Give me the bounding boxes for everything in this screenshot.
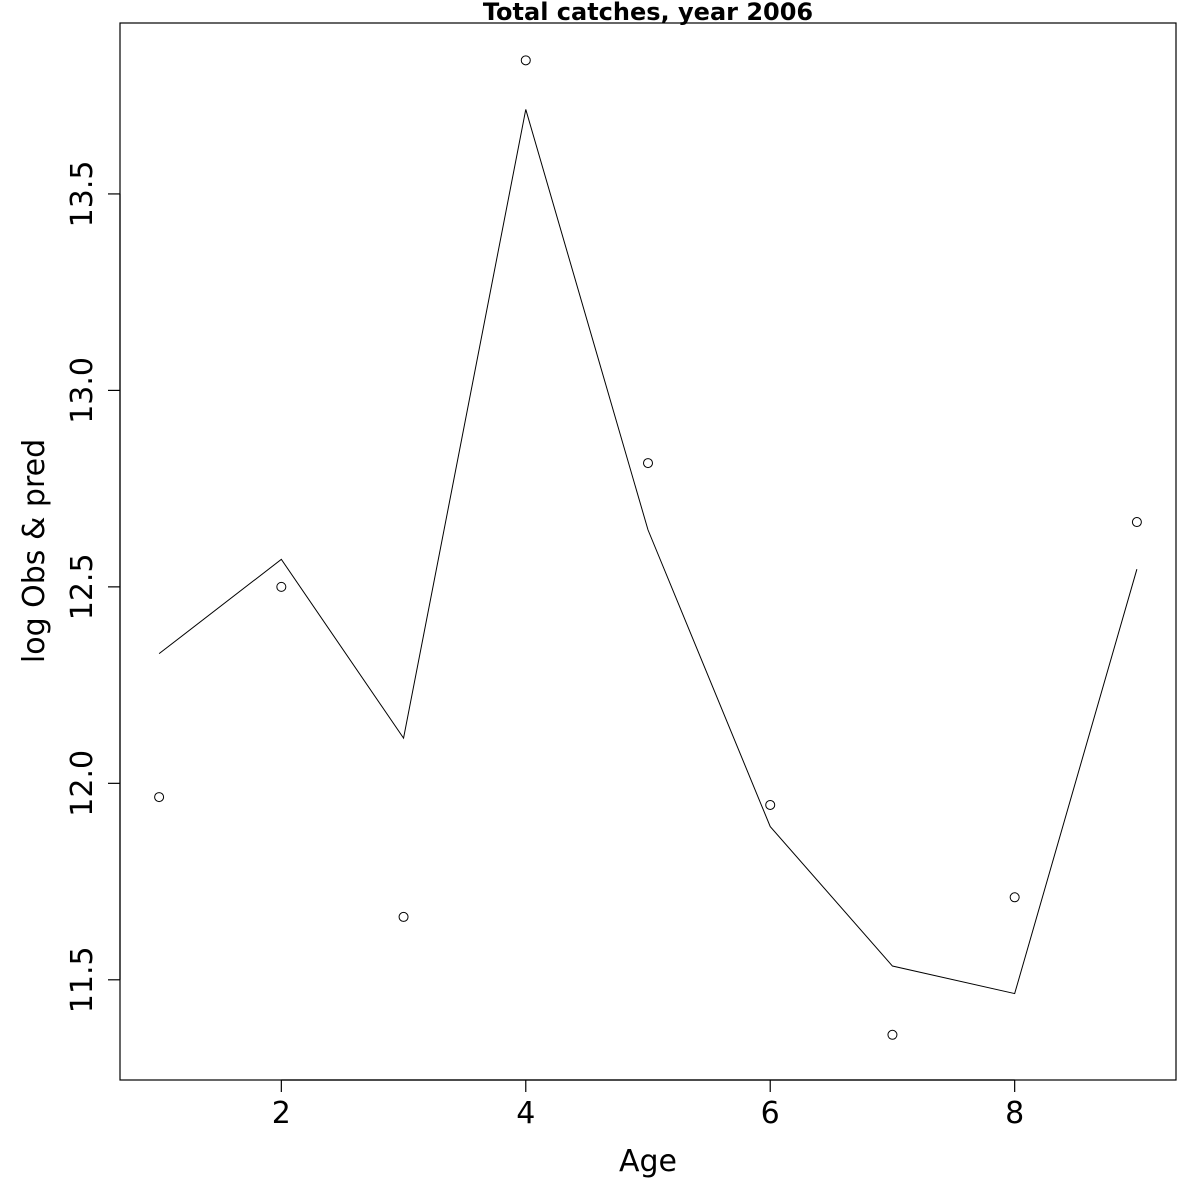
obs-point — [1009, 892, 1020, 903]
obs-point — [276, 581, 287, 592]
series-layer — [154, 55, 1142, 1040]
obs-point — [1131, 517, 1142, 528]
y-axis: 11.5 12.0 12.5 13.0 13.5 — [65, 161, 121, 1013]
obs-point — [398, 911, 409, 922]
chart-title: Total catches, year 2006 — [483, 0, 813, 26]
y-tick-label: 12.0 — [65, 750, 100, 817]
x-tick-label: 6 — [761, 1096, 780, 1131]
y-axis-label: log Obs & pred — [17, 439, 52, 663]
x-tick-label: 8 — [1005, 1096, 1024, 1131]
y-tick-label: 11.5 — [65, 946, 100, 1013]
y-tick-label: 13.0 — [65, 357, 100, 424]
obs-point — [520, 55, 531, 66]
plot-frame — [119, 22, 1177, 1081]
y-tick-label: 13.5 — [65, 161, 100, 228]
pred-line — [158, 109, 1138, 995]
obs-point — [765, 799, 776, 810]
obs-point — [643, 458, 653, 469]
x-axis: 2 4 6 8 — [272, 1079, 1024, 1131]
obs-point — [154, 792, 165, 803]
x-axis-label: Age — [619, 1144, 677, 1179]
y-tick-label: 12.5 — [65, 553, 100, 620]
x-tick-label: 4 — [516, 1096, 535, 1131]
x-tick-label: 2 — [272, 1096, 291, 1131]
obs-point — [887, 1029, 898, 1040]
